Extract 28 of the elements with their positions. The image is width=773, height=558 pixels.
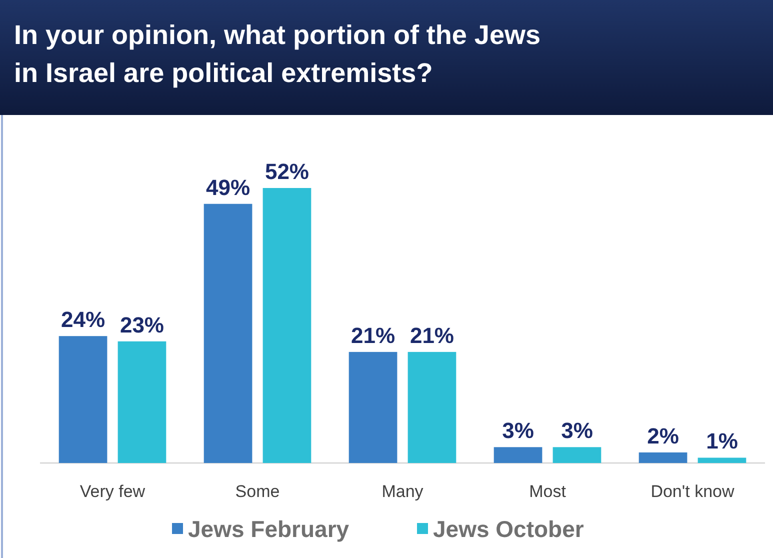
bar [408, 352, 456, 463]
data-label: 21% [351, 322, 396, 348]
chart-title: In your opinion, what portion of the Jews in Israel are political extremists? [14, 20, 540, 88]
bar [698, 458, 746, 463]
data-label: 3% [561, 418, 593, 444]
bar [638, 452, 688, 463]
bar [58, 336, 108, 463]
data-label: 3% [502, 418, 534, 444]
bar [204, 204, 252, 463]
x-tick-label: Don't know [650, 482, 735, 501]
data-label: 21% [410, 322, 454, 348]
data-label: 49% [206, 174, 250, 200]
data-label: 52% [264, 159, 309, 184]
x-tick-label: Many [382, 482, 424, 501]
bar [552, 447, 602, 463]
bar [118, 341, 166, 463]
bar [348, 352, 398, 463]
bar [494, 447, 542, 463]
data-label: 24% [61, 307, 106, 332]
legend-label: Jews October [433, 516, 584, 542]
legend-label: Jews February [188, 516, 350, 542]
bar [262, 188, 312, 463]
data-label: 2% [647, 423, 679, 448]
data-label: 23% [120, 312, 164, 338]
x-tick-label: Some [235, 482, 280, 501]
x-tick-label: Very few [80, 482, 146, 501]
data-label: 1% [706, 428, 738, 454]
x-tick-label: Most [529, 482, 566, 501]
